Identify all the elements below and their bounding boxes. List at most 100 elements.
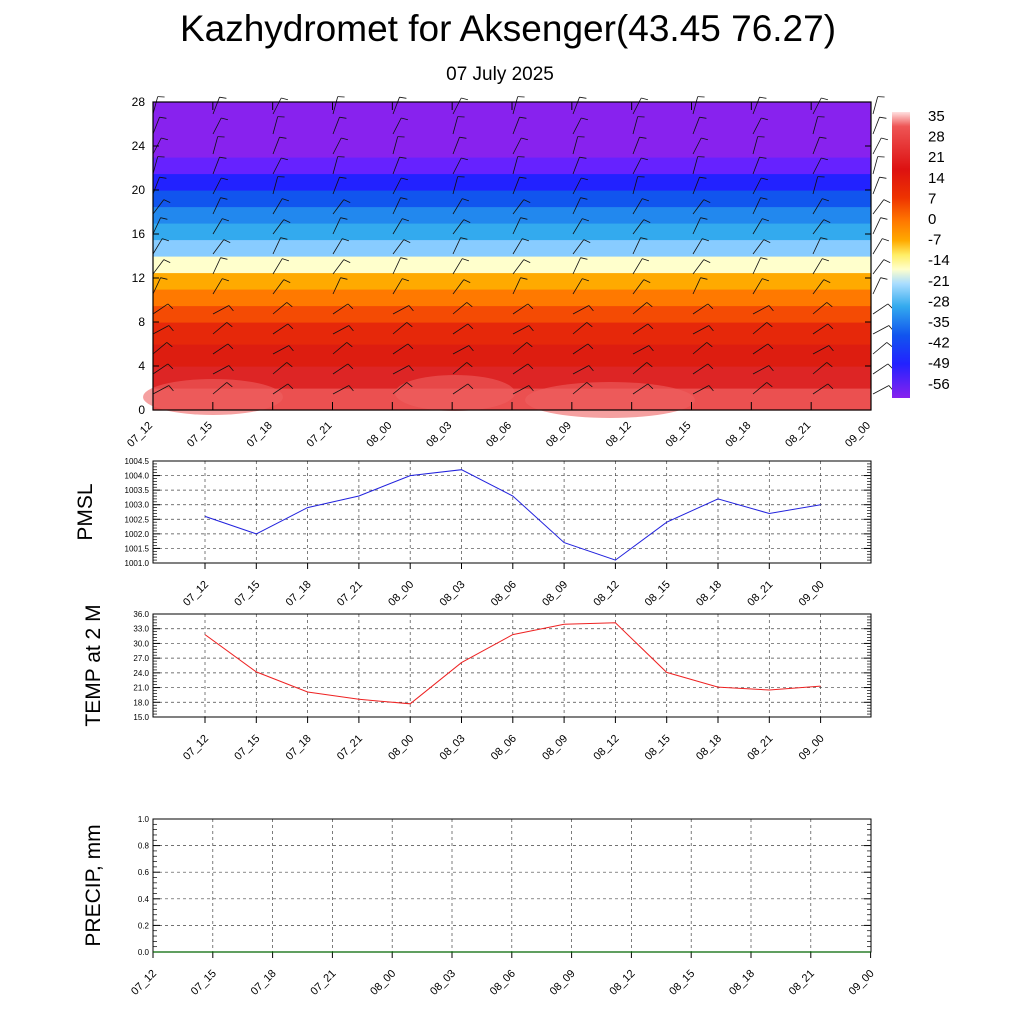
wind-barb [812, 362, 828, 375]
wind-barb [752, 197, 761, 215]
wind-barb [752, 136, 759, 155]
y-tick-label: 21.0 [133, 684, 149, 693]
wind-barb [512, 325, 530, 335]
x-tick-label: 08_12 [591, 733, 621, 763]
wind-barb-flag [527, 303, 534, 310]
wind-barb-flag [580, 197, 588, 200]
wind-barb-flag [821, 157, 829, 161]
x-tick-label: 08_00 [386, 733, 416, 763]
y-tick-label: 1.0 [138, 815, 150, 824]
wind-barb [212, 177, 222, 195]
wind-barb-flag [283, 279, 291, 283]
colorbar-label: 14 [928, 170, 945, 187]
wind-barb [212, 257, 221, 275]
temperature-band [153, 223, 871, 241]
wind-barb-flag [707, 363, 714, 370]
wind-barb [572, 197, 581, 215]
wind-barb-flag [401, 177, 409, 181]
wind-barb [392, 382, 408, 395]
wind-barb-flag [766, 382, 773, 388]
plot-frame [152, 460, 872, 564]
y-tick-label: 24 [132, 139, 146, 153]
wind-barb [512, 259, 525, 275]
wind-barb [332, 96, 339, 115]
wind-barb-flag [520, 277, 528, 280]
wind-barb-flag [340, 277, 348, 280]
wind-barb [572, 136, 579, 155]
colorbar-label: -56 [928, 376, 950, 393]
wind-barb-flag [343, 259, 351, 263]
wind-barb-flag [288, 345, 294, 352]
x-tick-label: 07_18 [284, 733, 314, 763]
colorbar-label: -14 [928, 252, 950, 269]
wind-barb [632, 198, 643, 215]
wind-barb-flag [588, 365, 594, 372]
wind-barb-flag [462, 198, 470, 202]
wind-barb [872, 238, 883, 255]
wind-barb [632, 237, 641, 255]
wind-barb-flag [822, 198, 830, 202]
wind-barb [572, 218, 583, 235]
temp-panel: 15.0 18.0 21.0 24.0 27.0 30.0 33.0 36.0 07_12 07_… [82, 604, 872, 763]
x-tick-label: 08_15 [664, 420, 694, 450]
x-tick-label: 07_12 [125, 420, 155, 450]
wind-barb [812, 383, 829, 395]
wind-barb [332, 156, 339, 175]
wind-barb [332, 259, 345, 275]
wind-barb-flag [519, 176, 527, 179]
wind-barb [692, 199, 705, 215]
x-tick-label: 08_21 [745, 579, 775, 609]
warm-pocket [525, 382, 695, 418]
colorbar-label: -42 [928, 335, 950, 352]
wind-barb-flag [163, 199, 171, 203]
wind-barb [572, 257, 581, 275]
wind-barb [272, 323, 289, 335]
wind-barb-flag [703, 199, 711, 203]
temperature-band [153, 272, 871, 290]
x-tick-label: 08_03 [438, 733, 468, 763]
colorbar-label: 35 [928, 108, 945, 125]
wind-barb-flag [582, 218, 590, 222]
wind-barb-flag [400, 257, 408, 260]
temperature-band [153, 173, 871, 191]
temperature-band [153, 102, 871, 158]
wind-barb-flag [881, 137, 889, 141]
wind-barb-flag [582, 278, 590, 282]
wind-barb-flag [641, 97, 649, 101]
wind-barb [872, 199, 885, 215]
wind-barb [812, 157, 822, 175]
x-tick-label: 08_09 [548, 968, 578, 998]
wind-barb-flag [166, 342, 173, 348]
x-tick-label: 08_03 [424, 420, 454, 450]
wind-barb [332, 177, 340, 195]
wind-barb [452, 323, 469, 335]
wind-barb-flag [880, 217, 888, 220]
wind-barb-flag [703, 259, 711, 263]
wind-barb [452, 219, 465, 235]
wind-barb [212, 157, 220, 175]
wind-barb [452, 198, 463, 215]
wind-barb-flag [347, 363, 354, 370]
wind-barb-flag [160, 217, 168, 220]
wind-barb-flag [879, 116, 887, 119]
x-tick-label: 08_06 [489, 579, 519, 609]
wind-barb [692, 137, 702, 155]
wind-barb [812, 302, 828, 315]
y-tick-label: 16 [132, 227, 146, 241]
colorbar-label: -28 [928, 293, 950, 310]
wind-barb [812, 258, 823, 275]
x-tick-label: 07_12 [129, 968, 159, 998]
wind-barb [272, 137, 280, 155]
x-tick-label: 08_18 [727, 968, 757, 998]
wind-barb [872, 277, 881, 295]
x-tick-label: 08_21 [783, 420, 813, 450]
y-tick-label: 0.8 [138, 842, 150, 851]
y-tick-label: 0.6 [138, 868, 150, 877]
wind-barb [452, 116, 459, 135]
y-tick-label: 0.4 [138, 895, 150, 904]
wind-barb [632, 258, 643, 275]
wind-barb-flag [161, 137, 169, 141]
temperature-band [153, 344, 871, 367]
wind-barb [212, 97, 220, 115]
wind-barb [212, 322, 228, 335]
